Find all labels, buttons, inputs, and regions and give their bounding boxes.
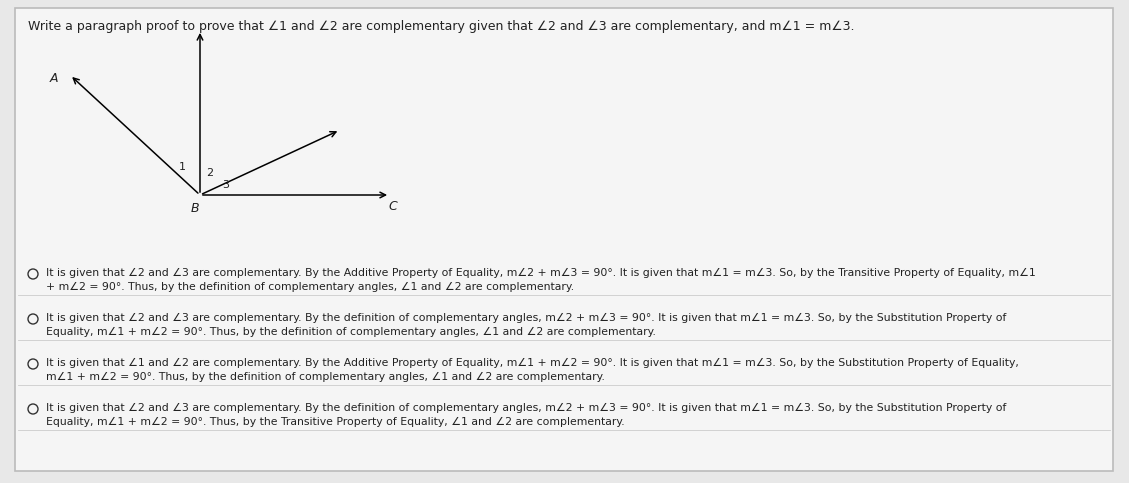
Text: A: A <box>50 72 59 85</box>
Text: It is given that ∠2 and ∠3 are complementary. By the definition of complementary: It is given that ∠2 and ∠3 are complemen… <box>46 403 1006 413</box>
Text: m∠1 + m∠2 = 90°. Thus, by the definition of complementary angles, ∠1 and ∠2 are : m∠1 + m∠2 = 90°. Thus, by the definition… <box>46 372 605 382</box>
Text: Equality, m∠1 + m∠2 = 90°. Thus, by the Transitive Property of Equality, ∠1 and : Equality, m∠1 + m∠2 = 90°. Thus, by the … <box>46 417 624 427</box>
Text: Write a paragraph proof to prove that ∠1 and ∠2 are complementary given that ∠2 : Write a paragraph proof to prove that ∠1… <box>28 20 855 33</box>
Text: It is given that ∠1 and ∠2 are complementary. By the Additive Property of Equali: It is given that ∠1 and ∠2 are complemen… <box>46 358 1018 368</box>
Text: 3: 3 <box>222 180 229 190</box>
Text: It is given that ∠2 and ∠3 are complementary. By the definition of complementary: It is given that ∠2 and ∠3 are complemen… <box>46 313 1006 323</box>
Text: C: C <box>388 200 397 213</box>
Text: Equality, m∠1 + m∠2 = 90°. Thus, by the definition of complementary angles, ∠1 a: Equality, m∠1 + m∠2 = 90°. Thus, by the … <box>46 327 656 337</box>
FancyBboxPatch shape <box>15 8 1113 471</box>
Text: B: B <box>191 202 200 215</box>
Text: 2: 2 <box>207 168 213 178</box>
Text: 1: 1 <box>178 162 185 172</box>
Text: It is given that ∠2 and ∠3 are complementary. By the Additive Property of Equali: It is given that ∠2 and ∠3 are complemen… <box>46 268 1035 278</box>
Text: + m∠2 = 90°. Thus, by the definition of complementary angles, ∠1 and ∠2 are comp: + m∠2 = 90°. Thus, by the definition of … <box>46 282 575 292</box>
